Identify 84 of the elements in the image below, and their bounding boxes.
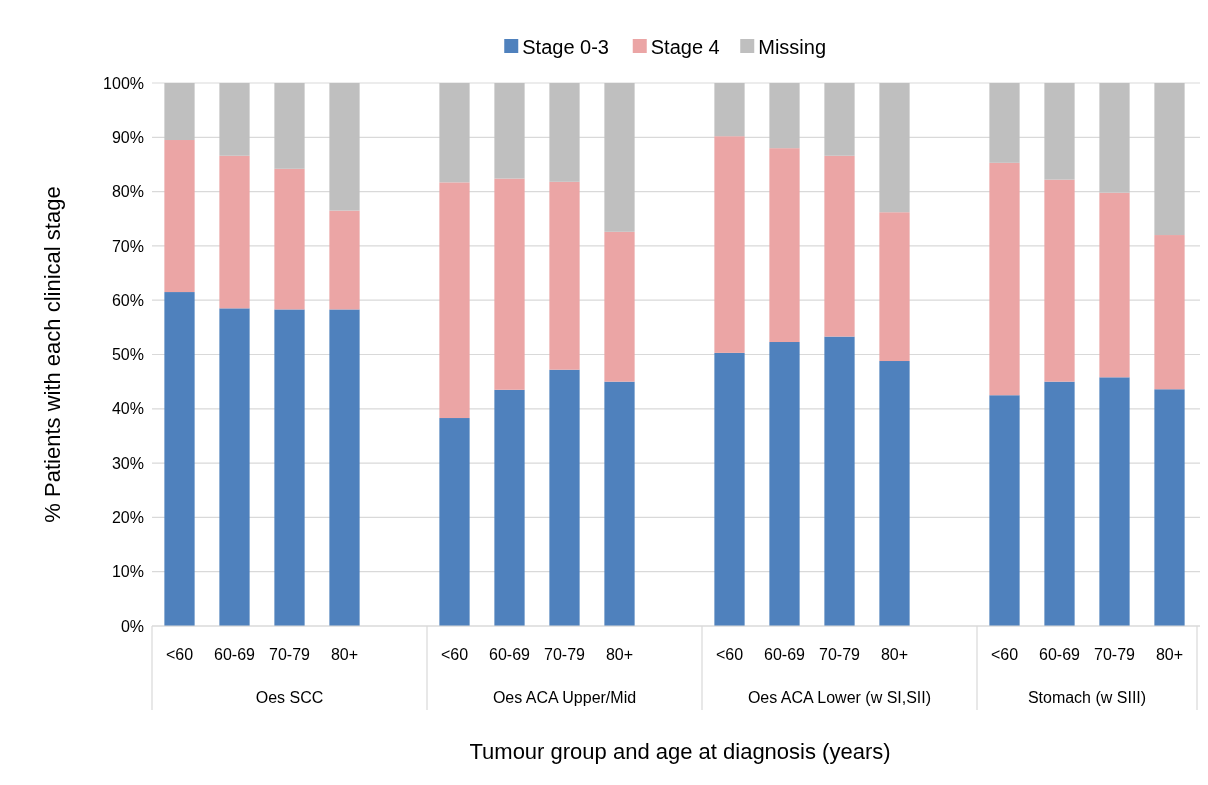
bar	[1154, 83, 1185, 236]
x-tick-label: 70-79	[544, 646, 586, 663]
bar	[219, 308, 250, 626]
x-tick-label: 80+	[605, 646, 634, 663]
bar	[1099, 192, 1130, 378]
x-tick-label: 60-69	[1039, 646, 1081, 663]
x-tick-label: 70-79	[269, 646, 311, 663]
x-tick-label: 70-79	[819, 646, 861, 663]
bar	[439, 418, 470, 626]
bar	[604, 83, 635, 232]
bar	[1154, 235, 1185, 390]
x-tick-label: <60	[715, 646, 744, 663]
legend-label: Stage 0-3	[522, 36, 609, 58]
x-tick-label: 70-79	[1094, 646, 1136, 663]
bar	[549, 181, 580, 370]
bar	[274, 168, 305, 310]
bar	[989, 162, 1020, 396]
y-tick-label: 20%	[111, 509, 144, 526]
bar	[549, 83, 580, 182]
bar	[219, 155, 250, 309]
text: Oes ACA Upper/Mid	[492, 689, 637, 706]
y-tick-label: 100%	[103, 74, 144, 92]
bar	[164, 292, 195, 626]
x-tick-label: <60	[440, 646, 469, 663]
bar	[329, 83, 360, 211]
bar	[989, 395, 1020, 626]
x-axis-title: Tumour group and age at diagnosis (years)	[469, 739, 891, 764]
x-tick-label: 80+	[880, 646, 909, 663]
bar	[1099, 83, 1130, 193]
bar	[494, 178, 525, 390]
bar	[549, 369, 580, 626]
x-tick-label: 60-69	[214, 646, 256, 663]
y-tick-label: 90%	[111, 128, 144, 146]
bar	[274, 83, 305, 169]
y-axis-title: % Patients with each clinical stage	[40, 186, 65, 523]
bar	[1154, 389, 1185, 626]
bar	[769, 342, 800, 626]
x-tick-label: 60-69	[764, 646, 806, 663]
bar	[164, 83, 195, 141]
bar	[1044, 83, 1075, 180]
bar	[714, 83, 745, 137]
bar	[439, 83, 470, 183]
bar	[329, 210, 360, 310]
bar	[714, 136, 745, 353]
bar	[989, 83, 1020, 163]
bar	[769, 148, 800, 343]
bar	[714, 352, 745, 626]
y-tick-label: 10%	[111, 563, 144, 581]
bar	[1099, 377, 1130, 626]
text: Stomach (w SIII)	[1027, 689, 1147, 706]
y-tick-label: 50%	[111, 346, 144, 364]
x-tick-label: 80+	[1155, 646, 1184, 663]
bar	[494, 83, 525, 179]
bar	[824, 83, 855, 156]
bar	[604, 381, 635, 626]
bar	[824, 155, 855, 337]
bar	[879, 83, 910, 213]
bar	[494, 389, 525, 626]
text: Oes SCC	[255, 689, 324, 706]
bar	[439, 182, 470, 419]
y-tick-label: 40%	[111, 400, 144, 418]
y-tick-label: 60%	[111, 291, 144, 309]
x-tick-label: <60	[165, 646, 194, 663]
legend-label: Stage 4	[650, 36, 720, 58]
bar	[219, 83, 250, 156]
bar	[824, 336, 855, 626]
y-tick-label: 0%	[120, 617, 144, 635]
text: Oes ACA Lower (w SI,SII)	[747, 689, 932, 706]
bar	[879, 212, 910, 362]
bar	[1044, 381, 1075, 626]
legend-label: Missing	[758, 36, 827, 58]
x-tick-label: 60-69	[489, 646, 531, 663]
bar	[604, 231, 635, 382]
bar	[274, 309, 305, 626]
y-tick-label: 30%	[111, 454, 144, 472]
bar	[879, 361, 910, 626]
bar	[1044, 179, 1075, 382]
x-tick-label: 80+	[330, 646, 359, 663]
bar	[329, 309, 360, 626]
x-tick-label: <60	[990, 646, 1019, 663]
y-tick-label: 80%	[111, 183, 144, 201]
bar	[769, 83, 800, 149]
bar	[164, 140, 195, 293]
y-tick-label: 70%	[111, 237, 144, 255]
